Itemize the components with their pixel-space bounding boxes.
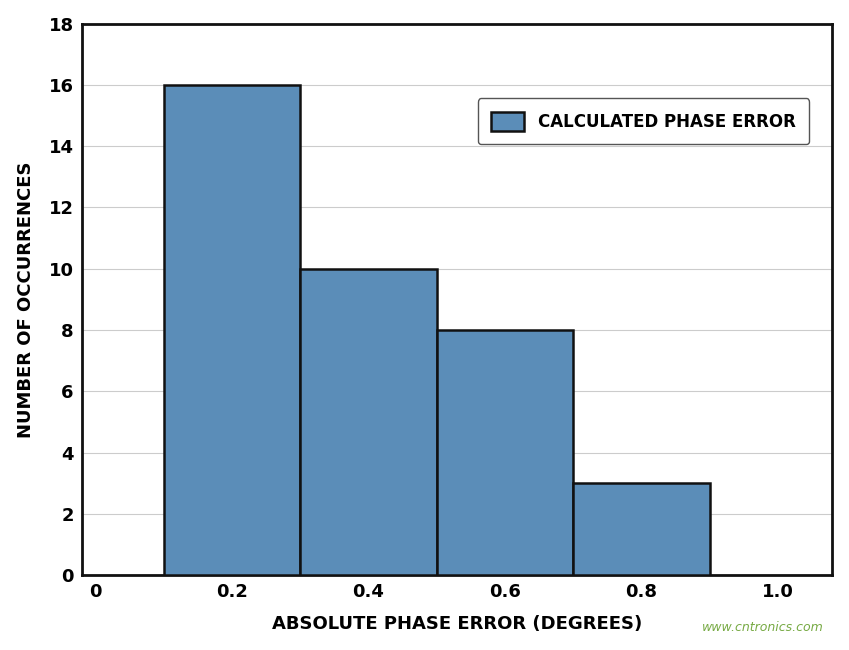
Bar	[436, 330, 573, 575]
Text: www.cntronics.com: www.cntronics.com	[702, 621, 824, 634]
Bar	[164, 85, 301, 575]
Legend: CALCULATED PHASE ERROR: CALCULATED PHASE ERROR	[478, 98, 809, 144]
Bar	[301, 268, 436, 575]
X-axis label: ABSOLUTE PHASE ERROR (DEGREES): ABSOLUTE PHASE ERROR (DEGREES)	[272, 616, 643, 633]
Y-axis label: NUMBER OF OCCURRENCES: NUMBER OF OCCURRENCES	[17, 161, 35, 437]
Bar	[573, 483, 710, 575]
